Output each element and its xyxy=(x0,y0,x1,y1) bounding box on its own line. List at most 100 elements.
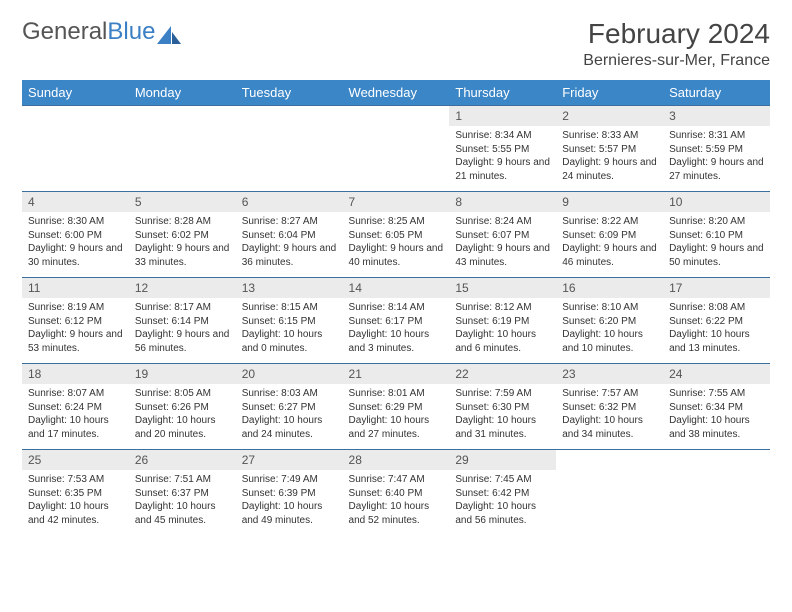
calendar-cell xyxy=(556,450,663,536)
calendar-cell: 17Sunrise: 8:08 AMSunset: 6:22 PMDayligh… xyxy=(663,278,770,364)
day-details: Sunrise: 8:34 AMSunset: 5:55 PMDaylight:… xyxy=(449,126,556,189)
day-number: 19 xyxy=(129,364,236,384)
calendar-head: SundayMondayTuesdayWednesdayThursdayFrid… xyxy=(22,80,770,106)
calendar-cell: 23Sunrise: 7:57 AMSunset: 6:32 PMDayligh… xyxy=(556,364,663,450)
day-number: 22 xyxy=(449,364,556,384)
day-number: 14 xyxy=(343,278,450,298)
day-number: 25 xyxy=(22,450,129,470)
calendar-row: 11Sunrise: 8:19 AMSunset: 6:12 PMDayligh… xyxy=(22,278,770,364)
day-details: Sunrise: 8:03 AMSunset: 6:27 PMDaylight:… xyxy=(236,384,343,447)
day-number: 24 xyxy=(663,364,770,384)
calendar-cell: 12Sunrise: 8:17 AMSunset: 6:14 PMDayligh… xyxy=(129,278,236,364)
day-details: Sunrise: 8:15 AMSunset: 6:15 PMDaylight:… xyxy=(236,298,343,361)
day-number: 20 xyxy=(236,364,343,384)
calendar-cell xyxy=(22,106,129,192)
calendar-cell: 2Sunrise: 8:33 AMSunset: 5:57 PMDaylight… xyxy=(556,106,663,192)
day-number: 10 xyxy=(663,192,770,212)
day-header: Friday xyxy=(556,80,663,106)
day-details: Sunrise: 7:55 AMSunset: 6:34 PMDaylight:… xyxy=(663,384,770,447)
calendar-cell xyxy=(663,450,770,536)
day-number: 15 xyxy=(449,278,556,298)
day-details: Sunrise: 7:53 AMSunset: 6:35 PMDaylight:… xyxy=(22,470,129,533)
day-details: Sunrise: 8:07 AMSunset: 6:24 PMDaylight:… xyxy=(22,384,129,447)
calendar-cell: 8Sunrise: 8:24 AMSunset: 6:07 PMDaylight… xyxy=(449,192,556,278)
calendar-cell: 19Sunrise: 8:05 AMSunset: 6:26 PMDayligh… xyxy=(129,364,236,450)
day-number: 27 xyxy=(236,450,343,470)
day-number: 4 xyxy=(22,192,129,212)
day-details: Sunrise: 8:30 AMSunset: 6:00 PMDaylight:… xyxy=(22,212,129,275)
location: Bernieres-sur-Mer, France xyxy=(583,52,770,70)
day-details: Sunrise: 8:17 AMSunset: 6:14 PMDaylight:… xyxy=(129,298,236,361)
calendar-cell: 14Sunrise: 8:14 AMSunset: 6:17 PMDayligh… xyxy=(343,278,450,364)
calendar-cell: 24Sunrise: 7:55 AMSunset: 6:34 PMDayligh… xyxy=(663,364,770,450)
header: GeneralBlue February 2024 Bernieres-sur-… xyxy=(22,18,770,70)
calendar-cell: 16Sunrise: 8:10 AMSunset: 6:20 PMDayligh… xyxy=(556,278,663,364)
day-number: 28 xyxy=(343,450,450,470)
month-title: February 2024 xyxy=(583,18,770,50)
brand-part1: General xyxy=(22,18,107,46)
day-number: 13 xyxy=(236,278,343,298)
day-details: Sunrise: 8:12 AMSunset: 6:19 PMDaylight:… xyxy=(449,298,556,361)
day-details: Sunrise: 8:33 AMSunset: 5:57 PMDaylight:… xyxy=(556,126,663,189)
calendar-cell xyxy=(129,106,236,192)
calendar-table: SundayMondayTuesdayWednesdayThursdayFrid… xyxy=(22,80,770,536)
day-details: Sunrise: 8:14 AMSunset: 6:17 PMDaylight:… xyxy=(343,298,450,361)
calendar-cell: 20Sunrise: 8:03 AMSunset: 6:27 PMDayligh… xyxy=(236,364,343,450)
day-number: 29 xyxy=(449,450,556,470)
day-number: 23 xyxy=(556,364,663,384)
day-header: Tuesday xyxy=(236,80,343,106)
day-details: Sunrise: 8:01 AMSunset: 6:29 PMDaylight:… xyxy=(343,384,450,447)
calendar-cell xyxy=(343,106,450,192)
day-details: Sunrise: 8:20 AMSunset: 6:10 PMDaylight:… xyxy=(663,212,770,275)
day-header: Monday xyxy=(129,80,236,106)
day-details: Sunrise: 7:57 AMSunset: 6:32 PMDaylight:… xyxy=(556,384,663,447)
calendar-cell: 15Sunrise: 8:12 AMSunset: 6:19 PMDayligh… xyxy=(449,278,556,364)
calendar-cell: 25Sunrise: 7:53 AMSunset: 6:35 PMDayligh… xyxy=(22,450,129,536)
day-number: 6 xyxy=(236,192,343,212)
day-number: 2 xyxy=(556,106,663,126)
sail-icon xyxy=(157,23,181,41)
day-details: Sunrise: 7:51 AMSunset: 6:37 PMDaylight:… xyxy=(129,470,236,533)
calendar-body: 1Sunrise: 8:34 AMSunset: 5:55 PMDaylight… xyxy=(22,106,770,536)
calendar-cell: 26Sunrise: 7:51 AMSunset: 6:37 PMDayligh… xyxy=(129,450,236,536)
calendar-cell: 13Sunrise: 8:15 AMSunset: 6:15 PMDayligh… xyxy=(236,278,343,364)
day-details: Sunrise: 8:10 AMSunset: 6:20 PMDaylight:… xyxy=(556,298,663,361)
day-details: Sunrise: 8:28 AMSunset: 6:02 PMDaylight:… xyxy=(129,212,236,275)
day-details: Sunrise: 8:22 AMSunset: 6:09 PMDaylight:… xyxy=(556,212,663,275)
day-details: Sunrise: 7:47 AMSunset: 6:40 PMDaylight:… xyxy=(343,470,450,533)
day-number: 18 xyxy=(22,364,129,384)
day-header: Wednesday xyxy=(343,80,450,106)
day-details: Sunrise: 8:27 AMSunset: 6:04 PMDaylight:… xyxy=(236,212,343,275)
calendar-cell: 10Sunrise: 8:20 AMSunset: 6:10 PMDayligh… xyxy=(663,192,770,278)
calendar-cell: 28Sunrise: 7:47 AMSunset: 6:40 PMDayligh… xyxy=(343,450,450,536)
day-number: 11 xyxy=(22,278,129,298)
calendar-row: 4Sunrise: 8:30 AMSunset: 6:00 PMDaylight… xyxy=(22,192,770,278)
calendar-cell: 18Sunrise: 8:07 AMSunset: 6:24 PMDayligh… xyxy=(22,364,129,450)
calendar-row: 1Sunrise: 8:34 AMSunset: 5:55 PMDaylight… xyxy=(22,106,770,192)
day-header: Thursday xyxy=(449,80,556,106)
title-block: February 2024 Bernieres-sur-Mer, France xyxy=(583,18,770,70)
day-details: Sunrise: 8:25 AMSunset: 6:05 PMDaylight:… xyxy=(343,212,450,275)
calendar-cell: 21Sunrise: 8:01 AMSunset: 6:29 PMDayligh… xyxy=(343,364,450,450)
day-header: Saturday xyxy=(663,80,770,106)
day-details: Sunrise: 7:45 AMSunset: 6:42 PMDaylight:… xyxy=(449,470,556,533)
day-details: Sunrise: 8:19 AMSunset: 6:12 PMDaylight:… xyxy=(22,298,129,361)
day-details: Sunrise: 8:24 AMSunset: 6:07 PMDaylight:… xyxy=(449,212,556,275)
day-details: Sunrise: 8:31 AMSunset: 5:59 PMDaylight:… xyxy=(663,126,770,189)
day-number: 5 xyxy=(129,192,236,212)
calendar-cell: 27Sunrise: 7:49 AMSunset: 6:39 PMDayligh… xyxy=(236,450,343,536)
brand-part2: Blue xyxy=(107,18,155,46)
day-number: 16 xyxy=(556,278,663,298)
day-number: 9 xyxy=(556,192,663,212)
day-details: Sunrise: 8:05 AMSunset: 6:26 PMDaylight:… xyxy=(129,384,236,447)
day-number: 8 xyxy=(449,192,556,212)
day-number: 21 xyxy=(343,364,450,384)
calendar-cell: 11Sunrise: 8:19 AMSunset: 6:12 PMDayligh… xyxy=(22,278,129,364)
day-details: Sunrise: 7:49 AMSunset: 6:39 PMDaylight:… xyxy=(236,470,343,533)
day-number: 7 xyxy=(343,192,450,212)
day-number: 12 xyxy=(129,278,236,298)
day-number: 1 xyxy=(449,106,556,126)
calendar-cell: 6Sunrise: 8:27 AMSunset: 6:04 PMDaylight… xyxy=(236,192,343,278)
calendar-cell: 29Sunrise: 7:45 AMSunset: 6:42 PMDayligh… xyxy=(449,450,556,536)
calendar-row: 25Sunrise: 7:53 AMSunset: 6:35 PMDayligh… xyxy=(22,450,770,536)
